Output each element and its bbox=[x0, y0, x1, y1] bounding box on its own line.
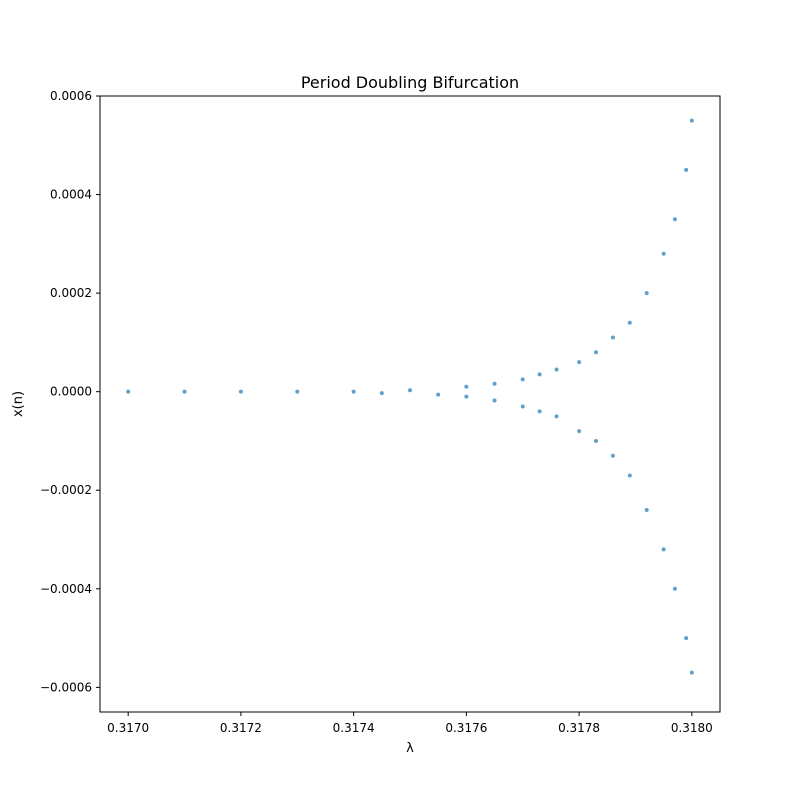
data-point bbox=[520, 404, 525, 409]
data-point bbox=[577, 360, 582, 365]
data-point bbox=[661, 547, 666, 552]
y-tick-label: 0.0004 bbox=[50, 188, 92, 202]
data-point bbox=[627, 473, 632, 478]
data-point bbox=[684, 167, 689, 172]
data-point bbox=[295, 389, 300, 394]
data-point bbox=[661, 251, 666, 256]
data-point bbox=[554, 367, 559, 372]
data-points bbox=[126, 118, 694, 675]
data-point bbox=[537, 409, 542, 414]
data-point bbox=[492, 381, 497, 386]
data-point bbox=[554, 414, 559, 419]
plot-frame bbox=[99, 95, 721, 713]
x-axis-label: λ bbox=[406, 741, 414, 756]
y-tick-label: −0.0004 bbox=[40, 582, 92, 596]
data-point bbox=[689, 670, 694, 675]
data-point bbox=[464, 394, 469, 399]
data-point bbox=[684, 636, 689, 641]
data-point bbox=[537, 372, 542, 377]
data-point bbox=[594, 438, 598, 443]
x-tick-label: 0.3172 bbox=[220, 721, 262, 735]
y-tick-label: −0.0002 bbox=[40, 483, 92, 497]
x-tick-label: 0.3178 bbox=[558, 721, 600, 735]
data-point bbox=[672, 586, 677, 591]
data-point bbox=[594, 350, 598, 355]
x-tick-label: 0.3176 bbox=[445, 721, 487, 735]
data-point bbox=[238, 389, 243, 394]
y-tick-label: 0.0006 bbox=[50, 89, 92, 103]
data-point bbox=[610, 453, 615, 458]
data-point bbox=[577, 429, 582, 434]
chart-title: Period Doubling Bifurcation bbox=[301, 73, 519, 92]
y-axis-label: x(n) bbox=[11, 391, 26, 417]
data-point bbox=[408, 388, 412, 393]
data-point bbox=[627, 320, 632, 325]
data-point bbox=[644, 507, 649, 512]
data-point bbox=[520, 377, 525, 382]
data-point bbox=[436, 392, 441, 397]
x-tick-label: 0.3174 bbox=[333, 721, 375, 735]
data-point bbox=[126, 389, 131, 394]
y-axis-ticks: −0.0006 −0.0004 −0.0002 0.0000 0.0002 0.0004 0… bbox=[40, 89, 100, 694]
x-axis-ticks: 0.3170 0.3172 0.3174 0.3176 0.3178 0.3180 bbox=[107, 712, 713, 735]
data-point bbox=[672, 217, 677, 222]
data-point bbox=[464, 384, 469, 389]
data-point bbox=[182, 389, 187, 394]
x-tick-label: 0.3180 bbox=[671, 721, 713, 735]
x-tick-label: 0.3170 bbox=[107, 721, 149, 735]
y-tick-label: 0.0002 bbox=[50, 286, 92, 300]
data-point bbox=[351, 389, 356, 394]
data-point bbox=[689, 118, 694, 123]
data-point bbox=[379, 391, 384, 396]
y-tick-label: −0.0006 bbox=[40, 680, 92, 694]
y-tick-label: 0.0000 bbox=[50, 385, 92, 399]
data-point bbox=[492, 398, 497, 403]
data-point bbox=[610, 335, 615, 340]
data-point bbox=[644, 291, 649, 296]
